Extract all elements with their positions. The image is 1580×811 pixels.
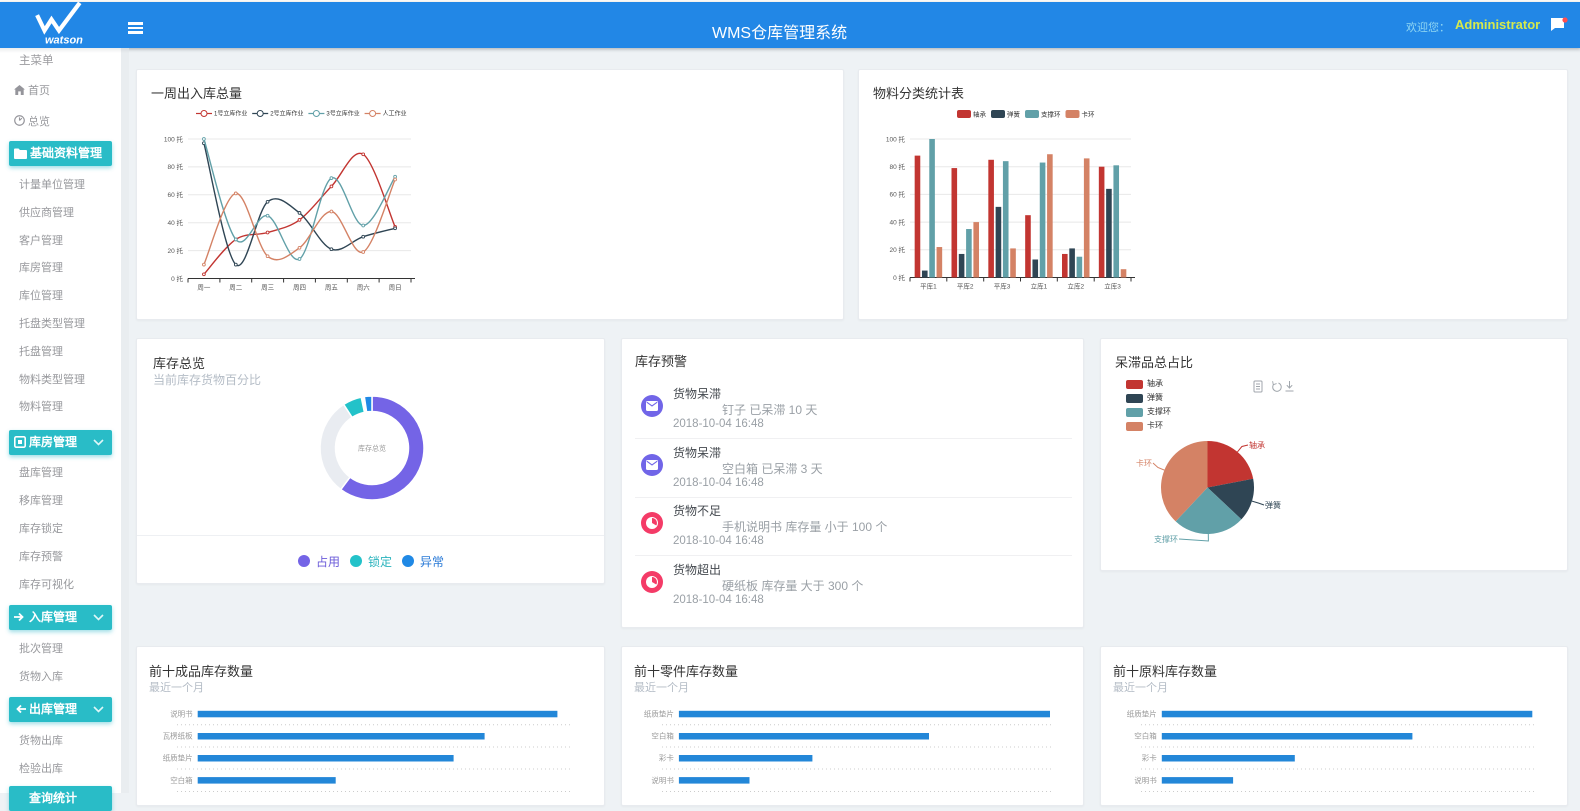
svg-text:纸质垫片: 纸质垫片 (644, 709, 674, 719)
svg-text:说明书: 说明书 (651, 775, 674, 785)
svg-text:100 托: 100 托 (164, 134, 184, 143)
svg-text:说明书: 说明书 (170, 709, 193, 719)
svg-text:20 托: 20 托 (167, 246, 183, 255)
svg-text:卡环: 卡环 (1082, 109, 1096, 118)
svg-text:支撑环: 支撑环 (1041, 109, 1061, 118)
svg-text:0 托: 0 托 (171, 274, 183, 283)
svg-text:2号立库作业: 2号立库作业 (270, 110, 303, 118)
svg-text:周一: 周一 (197, 284, 211, 292)
svg-text:纸质垫片: 纸质垫片 (1127, 709, 1157, 719)
svg-text:60 托: 60 托 (889, 190, 905, 199)
svg-text:40 托: 40 托 (167, 218, 183, 227)
svg-text:平库2: 平库2 (957, 282, 974, 291)
svg-text:60 托: 60 托 (167, 190, 183, 199)
svg-text:100 托: 100 托 (886, 134, 906, 143)
svg-text:80 托: 80 托 (889, 162, 905, 171)
svg-text:弹簧: 弹簧 (1265, 500, 1281, 510)
svg-text:watson: watson (45, 35, 83, 47)
svg-text:周五: 周五 (325, 284, 339, 292)
svg-text:立库3: 立库3 (1104, 282, 1121, 291)
svg-text:1号立库作业: 1号立库作业 (214, 110, 247, 118)
svg-text:支撑环: 支撑环 (1154, 534, 1178, 544)
svg-text:彩卡: 彩卡 (659, 753, 674, 763)
svg-text:40 托: 40 托 (889, 217, 905, 226)
svg-text:20 托: 20 托 (889, 245, 905, 254)
svg-text:80 托: 80 托 (167, 162, 183, 171)
svg-text:周三: 周三 (261, 284, 275, 292)
svg-text:空白箱: 空白箱 (651, 731, 674, 741)
svg-text:轴承: 轴承 (1249, 440, 1265, 450)
svg-text:周日: 周日 (389, 284, 402, 292)
svg-text:人工作业: 人工作业 (383, 110, 407, 118)
svg-text:纸质垫片: 纸质垫片 (163, 753, 193, 763)
svg-text:空白箱: 空白箱 (1134, 731, 1157, 741)
svg-text:弹簧: 弹簧 (1007, 109, 1021, 118)
svg-text:库存总览: 库存总览 (358, 444, 386, 453)
svg-text:瓦楞纸板: 瓦楞纸板 (163, 731, 193, 741)
svg-text:空白箱: 空白箱 (170, 775, 193, 785)
svg-text:周二: 周二 (229, 284, 243, 292)
svg-text:立库1: 立库1 (1031, 282, 1048, 291)
svg-text:立库2: 立库2 (1067, 282, 1084, 291)
svg-text:彩卡: 彩卡 (1142, 753, 1157, 763)
svg-text:周四: 周四 (293, 284, 306, 292)
svg-text:周六: 周六 (357, 283, 371, 292)
svg-text:轴承: 轴承 (973, 109, 987, 118)
svg-text:卡环: 卡环 (1136, 458, 1152, 468)
svg-text:3号立库作业: 3号立库作业 (326, 110, 359, 118)
svg-text:0 托: 0 托 (893, 273, 905, 282)
svg-text:平库3: 平库3 (994, 282, 1011, 291)
svg-text:说明书: 说明书 (1134, 775, 1157, 785)
svg-text:平库1: 平库1 (920, 282, 937, 291)
